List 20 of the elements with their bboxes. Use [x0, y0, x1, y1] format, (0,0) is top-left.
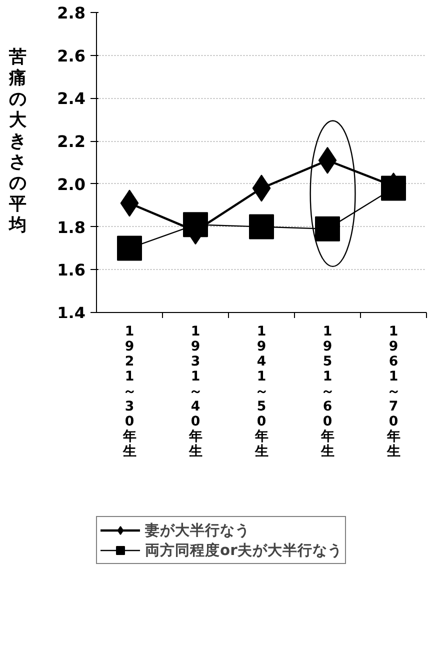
y-tick-label: 1.6 — [57, 260, 86, 280]
legend-label: 妻が大半行なう — [145, 520, 250, 540]
category-label: 1941～50年生 — [255, 324, 268, 460]
y-tick-label: 2.4 — [57, 89, 86, 108]
point — [381, 176, 406, 201]
y-tick-label: 1.8 — [57, 218, 86, 237]
point — [183, 212, 208, 238]
point — [315, 216, 340, 242]
y-tick-label: 2.0 — [57, 174, 86, 194]
point — [117, 236, 142, 261]
y-tick-label: 2.2 — [57, 132, 86, 152]
legend-label: 両方同程度or夫が大半行なう — [145, 540, 342, 560]
y-tick-label: 2.8 — [57, 4, 86, 22]
y-tick-label: 2.6 — [57, 46, 86, 66]
text: 苦痛の大きさの平均 — [9, 48, 26, 236]
point — [249, 214, 274, 240]
category-label: 1951～60年生 — [321, 324, 334, 460]
category-label: 1921～30年生 — [123, 324, 136, 460]
category-label: 1961～70年生 — [387, 324, 400, 460]
category-label: 1931～40年生 — [189, 324, 202, 460]
